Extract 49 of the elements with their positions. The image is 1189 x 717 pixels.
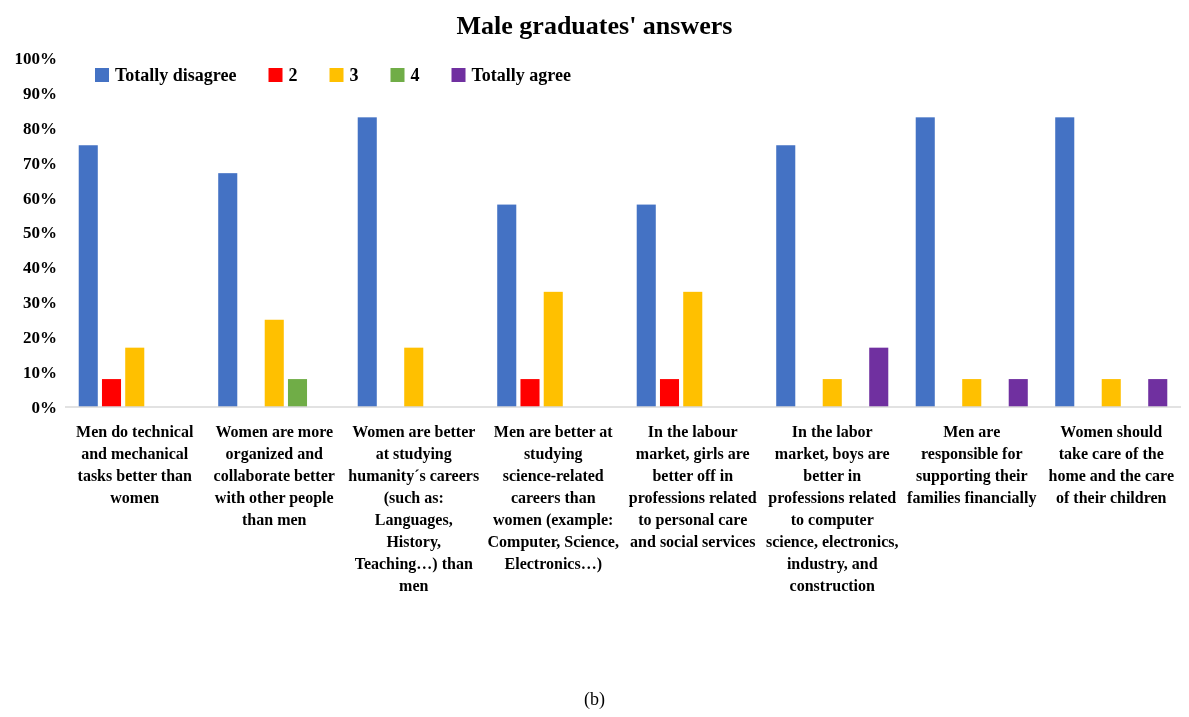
- bar: [78, 145, 98, 407]
- y-tick-label: 60%: [23, 188, 57, 208]
- legend-label: 3: [349, 65, 359, 86]
- legend-label: Totally agree: [471, 65, 572, 86]
- bar: [543, 291, 563, 407]
- y-tick-label: 40%: [23, 258, 57, 278]
- y-tick-label: 80%: [23, 118, 57, 138]
- bar: [287, 379, 308, 407]
- bar: [1055, 117, 1075, 407]
- y-tick-label: 10%: [23, 363, 57, 383]
- x-tick-label: Men are responsible for supporting their families financially: [907, 423, 1037, 507]
- x-tick-label: Men do technical and mechanical tasks better than women: [76, 423, 194, 506]
- bar: [962, 379, 982, 407]
- bar: [404, 347, 424, 407]
- y-tick-label: 90%: [23, 83, 57, 103]
- x-tick-label: Women should take care of the home and the care of their children: [1048, 423, 1174, 506]
- legend-label: Totally disagree: [115, 65, 237, 86]
- legend-label: 4: [410, 65, 420, 86]
- bar: [1148, 379, 1168, 407]
- y-tick-label: 0%: [31, 397, 57, 417]
- chart-title: Male graduates' answers: [456, 11, 733, 40]
- bar: [659, 379, 680, 407]
- y-tick-label: 70%: [23, 153, 57, 173]
- bar: [822, 379, 842, 407]
- text: (b): [584, 689, 605, 710]
- bar: [125, 347, 145, 407]
- bar: [264, 319, 284, 407]
- y-tick-label: 20%: [23, 328, 57, 348]
- bar: [218, 173, 238, 407]
- x-tick-label: In the labor market, boys are better in professions related to computer science, electronics, industry, and construction: [765, 423, 899, 594]
- bar: [776, 145, 796, 407]
- y-tick-label: 30%: [23, 293, 57, 313]
- bar: [101, 379, 122, 407]
- y-tick-label: 50%: [23, 223, 57, 243]
- x-tick-label: Women are more organized and collaborate better with other people than men: [213, 423, 335, 528]
- x-tick-label: Men are better at studying science-related careers than women (example: Computer, Science, Electronics…): [487, 423, 619, 573]
- x-tick-label: Women are better at studying humanity´s careers (such as: Languages, History, Teaching…) than men: [348, 423, 480, 594]
- bar: [497, 204, 517, 407]
- bar: [357, 117, 377, 407]
- bar: [869, 347, 889, 407]
- bar: [636, 204, 656, 407]
- bar: [915, 117, 935, 407]
- bar: [683, 291, 703, 407]
- x-tick-label: In the labour market, girls are better off in professions related to personal care and social services: [628, 423, 757, 550]
- y-tick-label: 100%: [14, 48, 57, 68]
- bar: [1008, 379, 1028, 407]
- bar: [1101, 379, 1121, 407]
- legend-label: 2: [288, 65, 298, 86]
- bar: [520, 379, 540, 407]
